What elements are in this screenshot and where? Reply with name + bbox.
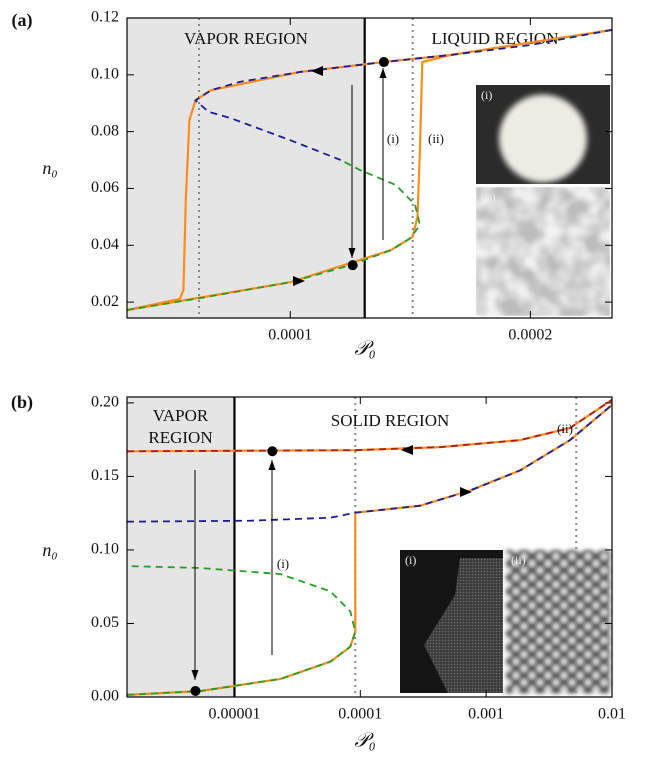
direction-arrow xyxy=(401,445,413,455)
region-label-text: LIQUID REGION xyxy=(378,28,612,50)
arrow-label: (ii) xyxy=(557,421,573,436)
x-tick-label: 0.0001 xyxy=(268,327,312,344)
state-point xyxy=(190,686,200,696)
region-label-text: SOLID REGION xyxy=(290,410,490,432)
direction-arrow xyxy=(460,487,472,497)
y-tick-label: 0.05 xyxy=(91,614,119,631)
inset: (i) xyxy=(400,550,503,693)
x-tick-label: 0.001 xyxy=(468,706,504,723)
inset: (ii) xyxy=(506,550,610,693)
y-tick-label: 0.02 xyxy=(91,293,119,310)
inset-droplet xyxy=(499,95,587,183)
region-label-text: VAPOR REGION xyxy=(127,28,365,50)
y-tick-label: 0.00 xyxy=(91,688,119,705)
arrow-label: (i) xyxy=(387,131,399,146)
state-point xyxy=(379,57,389,67)
panel-label: (b) xyxy=(11,392,33,413)
figure: VAPOR REGION LIQUID REGION (i) (ii) (i) (ii) 0… xyxy=(0,0,650,760)
arrow-label: (ii) xyxy=(428,131,444,146)
state-point xyxy=(267,446,277,456)
state-point xyxy=(348,260,358,270)
y-axis-label: n₀ xyxy=(42,540,57,560)
y-tick-label: 0.20 xyxy=(91,394,119,411)
y-tick-label: 0.04 xyxy=(91,236,119,253)
inset-label: (ii) xyxy=(481,190,496,204)
x-tick-label: 0.00001 xyxy=(208,706,260,723)
transition-arrowhead xyxy=(380,68,387,78)
y-tick-label: 0.06 xyxy=(91,179,119,196)
inset-texture xyxy=(506,550,610,693)
inset-texture xyxy=(476,187,610,316)
y-tick-label: 0.10 xyxy=(91,541,119,558)
region-label: SOLID REGION xyxy=(290,410,490,436)
x-tick-label: 0.01 xyxy=(598,706,626,723)
y-tick-label: 0.10 xyxy=(91,65,119,82)
inset-label: (i) xyxy=(481,88,492,102)
y-tick-label: 0.08 xyxy=(91,122,119,139)
x-tick-label: 0.0001 xyxy=(338,706,382,723)
transition-arrowhead xyxy=(269,460,276,470)
inset-label: (ii) xyxy=(511,553,526,567)
inset: (i) xyxy=(476,85,610,184)
y-axis-label: n₀ xyxy=(42,158,57,178)
region-label-text: VAPOR REGION xyxy=(127,405,234,449)
inset-label: (i) xyxy=(405,553,416,567)
region-label: LIQUID REGION xyxy=(378,28,612,58)
vapor-region-shade xyxy=(127,18,365,318)
arrow-label: (i) xyxy=(277,556,289,571)
y-tick-label: 0.12 xyxy=(91,9,119,26)
region-label: VAPOR REGION xyxy=(127,405,234,465)
x-axis-label: 𝒫₀ xyxy=(354,730,375,752)
x-axis-label: 𝒫₀ xyxy=(354,338,375,360)
inset: (ii) xyxy=(476,187,610,316)
y-tick-label: 0.15 xyxy=(91,467,119,484)
x-tick-label: 0.0002 xyxy=(508,327,552,344)
panel-label: (a) xyxy=(12,10,33,31)
region-label: VAPOR REGION xyxy=(127,28,365,58)
